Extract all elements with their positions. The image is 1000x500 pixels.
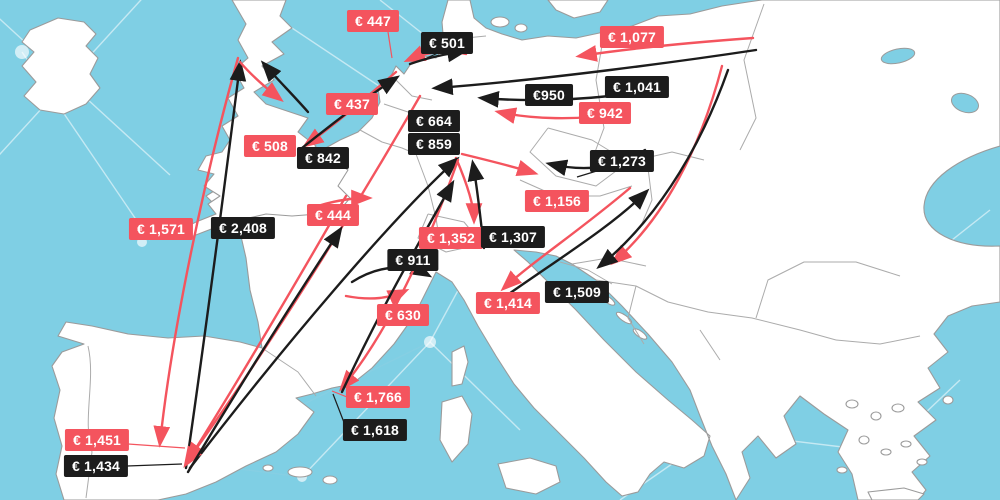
price-label: € 508: [243, 135, 297, 157]
price-label-text: € 447: [354, 13, 392, 29]
price-label-text: € 842: [304, 150, 342, 166]
price-label: € 1,414: [475, 292, 541, 314]
island-corsica: [451, 345, 469, 387]
island-sardinia: [439, 395, 473, 463]
island-balearic: [287, 466, 313, 478]
island-aegean: [916, 458, 928, 466]
price-label: € 501: [420, 32, 474, 54]
price-label: € 942: [578, 102, 632, 124]
price-label-text: € 942: [586, 105, 624, 121]
flow-arrow: [186, 225, 343, 474]
island-aegean: [880, 448, 892, 456]
price-label-text: € 501: [428, 35, 466, 51]
island-aegean: [891, 403, 905, 413]
landmasses: [21, 0, 1000, 500]
island-balearic: [322, 475, 338, 485]
danish-island: [490, 16, 510, 28]
flow-arrow: [184, 59, 247, 470]
price-label-text: €950: [533, 87, 565, 103]
price-label-text: € 664: [415, 113, 453, 129]
price-label-text: € 1,307: [488, 229, 538, 245]
price-label-text: € 1,273: [597, 153, 647, 169]
island-crete: [867, 487, 925, 500]
price-label-text: € 2,408: [218, 220, 268, 236]
danish-island: [514, 23, 528, 33]
landmass-continent: [51, 0, 1000, 500]
flow-arrow: [260, 60, 310, 114]
price-label: € 1,156: [524, 190, 590, 212]
price-label: € 1,273: [589, 150, 655, 172]
price-label: € 1,352: [418, 227, 484, 249]
flow-arrow: [238, 60, 284, 102]
island-aegean: [836, 466, 848, 474]
price-label-text: € 444: [314, 207, 352, 223]
flow-arrow: [504, 188, 650, 298]
price-label-text: € 911: [395, 252, 431, 268]
flow-arrow: [575, 36, 755, 62]
price-label-text: € 859: [415, 136, 453, 152]
price-label-text: € 1,618: [350, 422, 400, 438]
flow-arrow: [431, 48, 758, 96]
price-label-text: € 1,156: [532, 193, 582, 209]
price-label: € 447: [346, 10, 400, 32]
flow-arrow: [596, 68, 730, 270]
price-label-text: € 1,414: [483, 295, 533, 311]
price-label: € 1,451: [64, 429, 130, 451]
price-label-text: € 1,451: [72, 432, 122, 448]
price-label: € 842: [296, 147, 350, 169]
price-label: € 1,571: [128, 218, 194, 240]
price-label: € 1,434: [63, 455, 129, 477]
island-aegean: [900, 440, 912, 448]
price-label: € 444: [306, 204, 360, 226]
price-label: € 2,408: [210, 217, 276, 239]
price-label-text: € 1,509: [552, 284, 602, 300]
flow-arrow: [344, 288, 410, 306]
island-balearic: [262, 464, 274, 472]
flow-arrow: [185, 94, 422, 464]
price-label: € 1,077: [599, 26, 665, 48]
flow-arrow: [500, 186, 632, 292]
island-aegean: [858, 435, 870, 445]
price-label: € 1,041: [604, 76, 670, 98]
price-label: € 1,618: [342, 419, 408, 441]
landmass-scandinavia: [547, 0, 609, 19]
island-sicily: [497, 457, 561, 495]
price-label: € 630: [376, 304, 430, 326]
price-label: € 437: [325, 93, 379, 115]
price-label: € 1,509: [544, 281, 610, 303]
price-label-text: € 1,766: [353, 389, 403, 405]
flow-arrow: [610, 64, 724, 266]
landmass-ireland: [21, 17, 101, 115]
flow-arrow: [460, 152, 539, 177]
price-label-text: € 1,352: [426, 230, 476, 246]
price-label-text: € 508: [251, 138, 289, 154]
island-aegean: [870, 411, 882, 421]
price-label-text: € 630: [384, 307, 422, 323]
flow-arrow: [153, 56, 240, 448]
price-label: €950: [525, 84, 573, 106]
price-label-text: € 1,041: [612, 79, 662, 95]
price-label-text: € 1,077: [607, 29, 657, 45]
price-label: € 664: [407, 110, 461, 132]
flow-arrow: [188, 156, 460, 470]
price-label: € 911: [387, 249, 439, 271]
island-aegean: [942, 395, 954, 405]
island-aegean: [845, 399, 859, 409]
price-label-text: € 1,434: [71, 458, 121, 474]
price-label: € 859: [407, 133, 461, 155]
price-label: € 1,307: [480, 226, 546, 248]
lake: [950, 92, 980, 114]
price-label-text: € 437: [333, 96, 371, 112]
flow-arrow: [340, 179, 455, 394]
lake: [880, 47, 916, 65]
price-label-text: € 1,571: [136, 221, 186, 237]
price-label: € 1,766: [345, 386, 411, 408]
